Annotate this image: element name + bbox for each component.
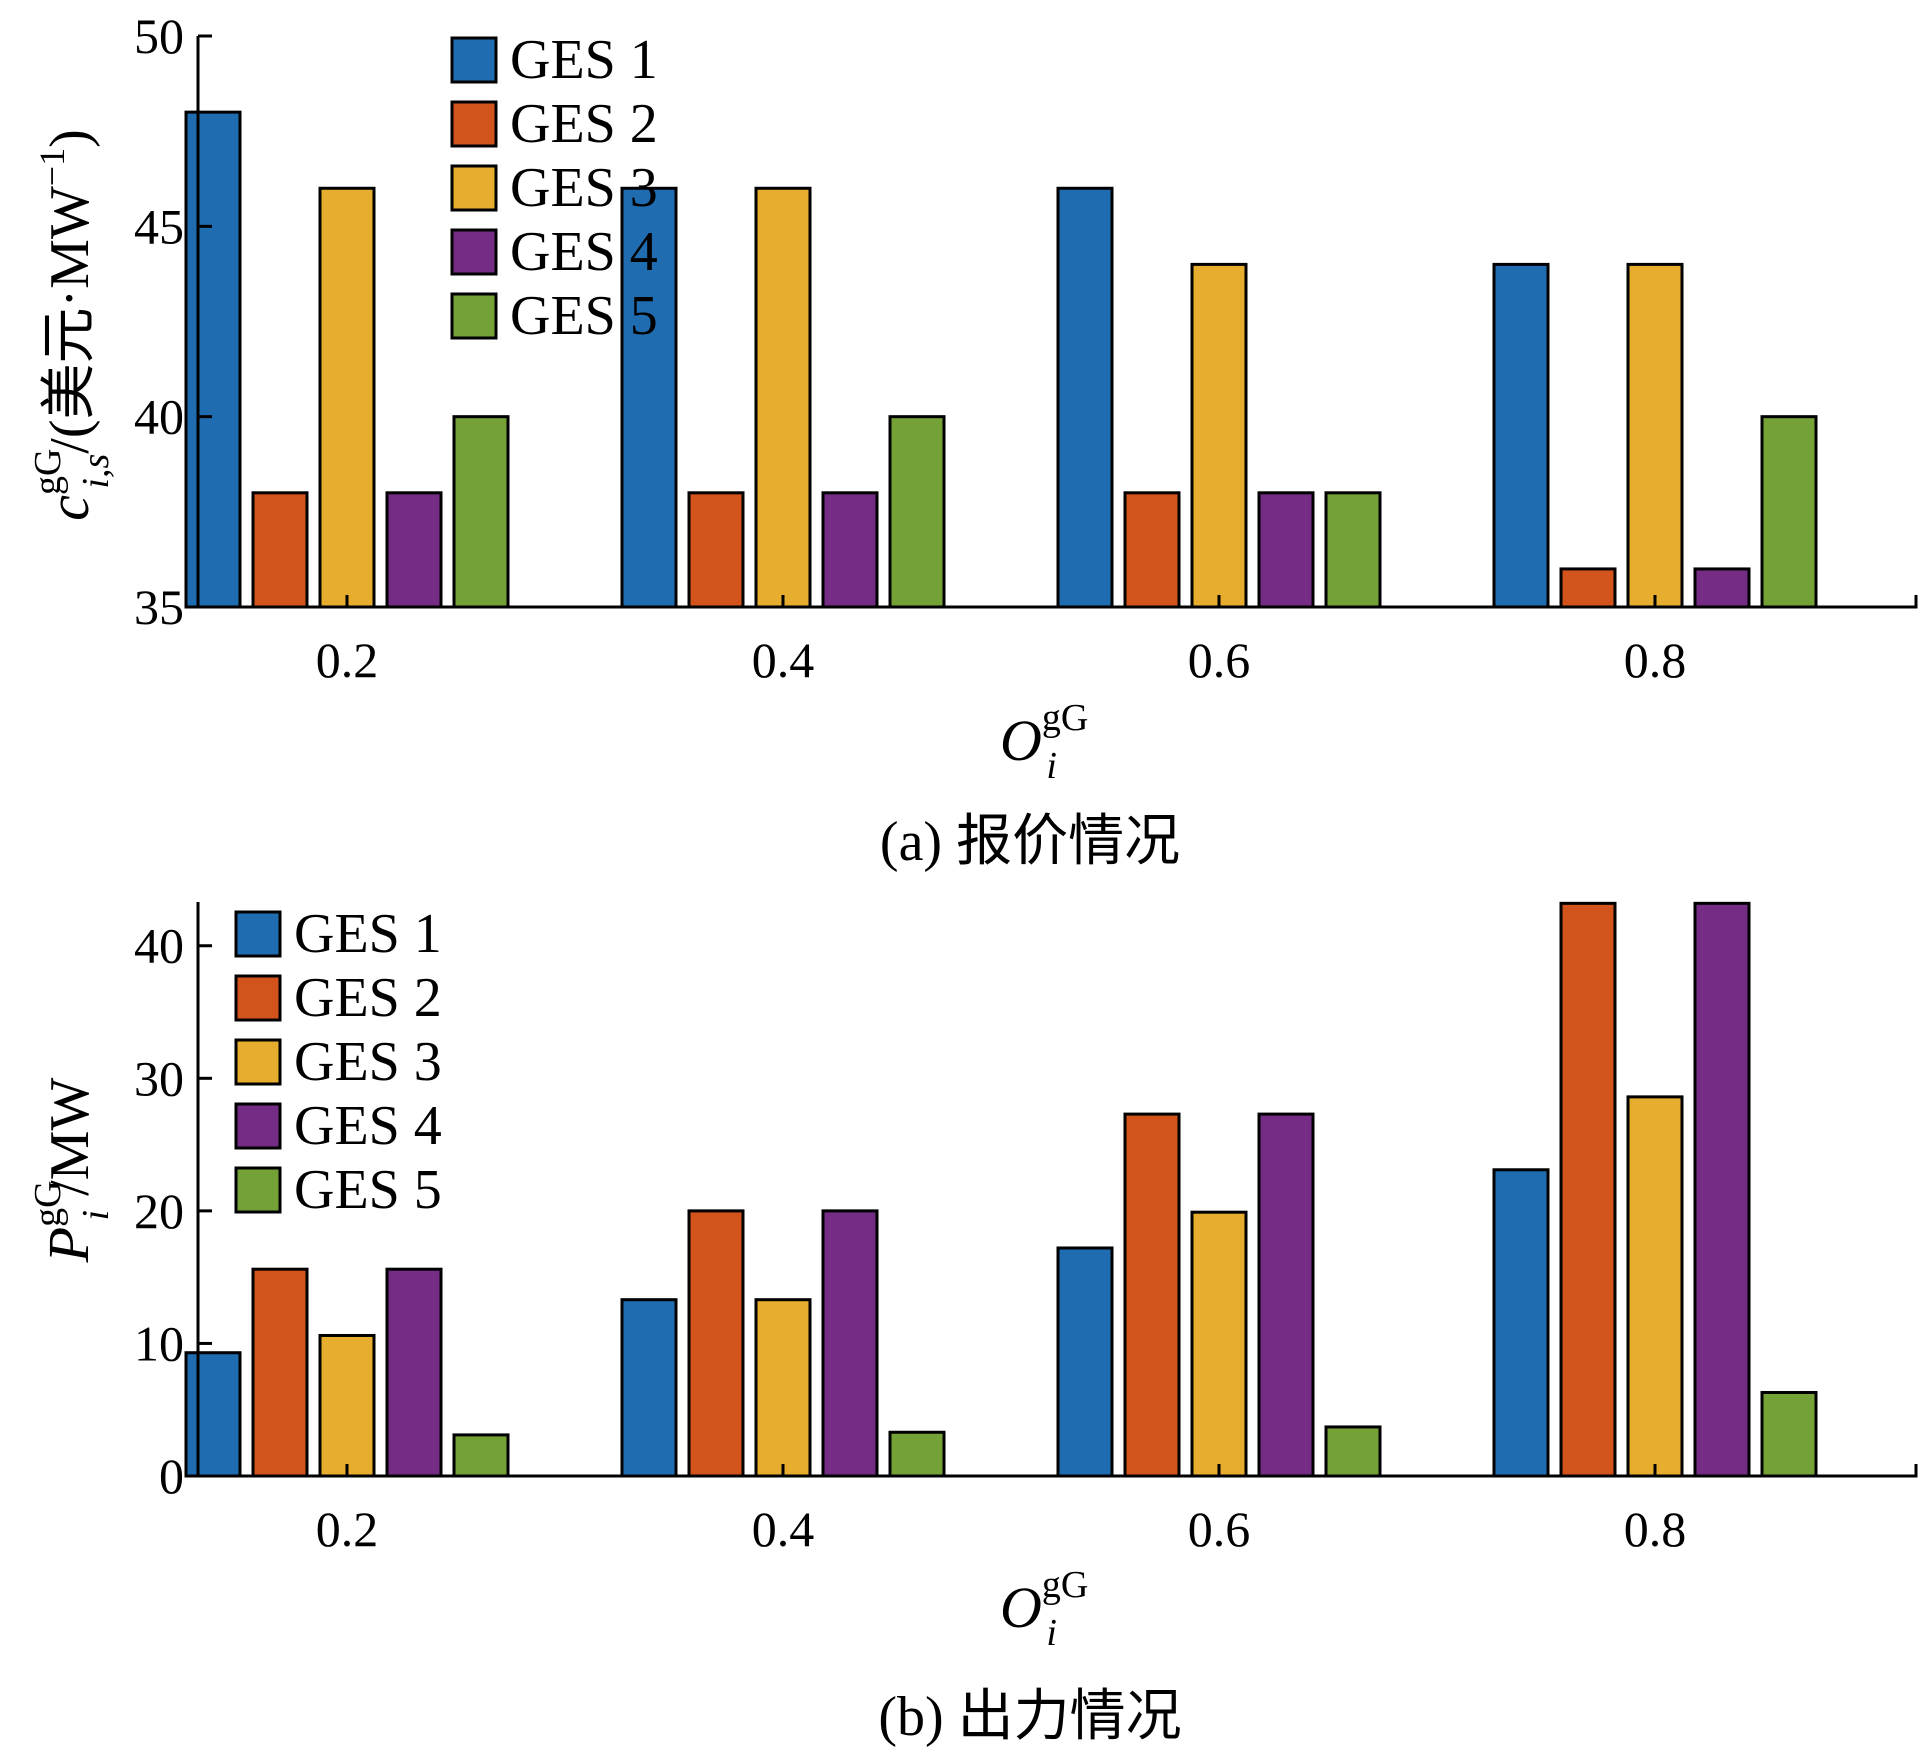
- legend-swatch-ges-1: [234, 910, 282, 958]
- bar-ges-3-0.8: [1626, 262, 1684, 609]
- legend-label-ges-5: GES 5: [294, 1159, 442, 1221]
- y-tick-label: 40: [134, 389, 184, 445]
- bar-ges-5-0.2: [452, 1433, 510, 1478]
- x-tick-label: 0.4: [752, 1501, 815, 1557]
- bar-ges-1-0.8: [1492, 262, 1550, 609]
- panel-a-caption: (a) 报价情况: [880, 811, 1180, 873]
- bar-ges-5-0.8: [1760, 1390, 1818, 1478]
- legend-swatch-ges-2: [450, 100, 498, 148]
- panel-b-caption: (b) 出力情况: [878, 1686, 1181, 1748]
- bar-ges-2-0.2: [251, 1267, 309, 1478]
- bar-ges-5-0.6: [1324, 1425, 1382, 1478]
- x-tick-label: 0.4: [752, 632, 815, 688]
- legend-label-ges-2: GES 2: [294, 967, 442, 1029]
- panel-a-y-label: cgG i,s/(美元·MW−1): [27, 129, 117, 521]
- y-tick-label: 35: [134, 579, 184, 635]
- bar-ges-5-0.8: [1760, 415, 1818, 609]
- bar-ges-1-0.6: [1056, 1246, 1114, 1478]
- bar-ges-1-0.2: [184, 1351, 242, 1478]
- bar-ges-1-0.6: [1056, 186, 1114, 609]
- bar-ges-3-0.6: [1190, 262, 1248, 609]
- panel-a-axes: [196, 36, 1918, 609]
- legend-swatch-ges-1: [450, 36, 498, 84]
- panel-b-y-ticks: 0 10 20 30 40: [134, 918, 212, 1504]
- bar-ges-2-0.6: [1123, 491, 1181, 609]
- bar-ges-2-0.2: [251, 491, 309, 609]
- bar-ges-3-0.6: [1190, 1210, 1248, 1478]
- bar-ges-4-0.6: [1257, 491, 1315, 609]
- bar-ges-1-0.4: [620, 1298, 678, 1478]
- bar-ges-5-0.2: [452, 415, 510, 609]
- bar-ges-3-0.4: [754, 186, 812, 609]
- bar-ges-5-0.6: [1324, 491, 1382, 609]
- legend-label-ges-4: GES 4: [510, 221, 658, 283]
- bar-ges-4-0.8: [1693, 567, 1751, 609]
- legend-label-ges-4: GES 4: [294, 1095, 442, 1157]
- legend-swatch-ges-2: [234, 974, 282, 1022]
- x-tick-label: 0.8: [1624, 632, 1687, 688]
- bar-ges-3-0.4: [754, 1298, 812, 1478]
- y-tick-label: 0: [159, 1448, 184, 1504]
- panel-a-y-ticks: 35 40 45 50: [134, 8, 212, 635]
- panel-a-x-ticks: 0.2 0.4 0.6 0.8: [316, 595, 1687, 688]
- x-tick-label: 0.8: [1624, 1501, 1687, 1557]
- bar-ges-3-0.2: [318, 186, 376, 609]
- legend-swatch-ges-3: [450, 164, 498, 212]
- bar-ges-2-0.8: [1559, 567, 1617, 609]
- bar-ges-3-0.2: [318, 1333, 376, 1478]
- bar-ges-4-0.2: [385, 1267, 443, 1478]
- x-tick-label: 0.2: [316, 632, 379, 688]
- legend-swatch-ges-4: [450, 228, 498, 276]
- y-tick-label: 30: [134, 1050, 184, 1106]
- bar-ges-3-0.8: [1626, 1095, 1684, 1478]
- panel-a: 35 40 45 50 0.2 0.4 0.6 0.8 cgG i,s/(美元·MW−1) O…: [27, 8, 1918, 873]
- legend-swatch-ges-5: [234, 1166, 282, 1214]
- panel-b-y-label: PgG i/MW: [27, 1078, 117, 1264]
- legend-label-ges-2: GES 2: [510, 93, 658, 155]
- legend-label-ges-5: GES 5: [510, 285, 658, 347]
- panel-a-x-label: OgG i: [1000, 697, 1088, 787]
- bar-ges-1-0.4: [620, 186, 678, 609]
- legend-swatch-ges-5: [450, 292, 498, 340]
- y-tick-label: 40: [134, 918, 184, 974]
- legend-label-ges-1: GES 1: [510, 29, 658, 91]
- bar-ges-4-0.4: [821, 491, 879, 609]
- panel-b-bars: [184, 901, 1818, 1478]
- panel-b-x-ticks: 0.2 0.4 0.6 0.8: [316, 1464, 1687, 1557]
- panel-b-axes: [196, 902, 1918, 1478]
- legend-label-ges-3: GES 3: [510, 157, 658, 219]
- bar-ges-1-0.2: [184, 110, 242, 609]
- bar-ges-4-0.2: [385, 491, 443, 609]
- bar-ges-5-0.4: [888, 415, 946, 609]
- panel-b-x-label: OgG i: [1000, 1564, 1088, 1654]
- bar-ges-2-0.4: [687, 491, 745, 609]
- bar-ges-2-0.4: [687, 1209, 745, 1478]
- x-tick-label: 0.6: [1188, 632, 1251, 688]
- legend-label-ges-1: GES 1: [294, 903, 442, 965]
- bar-ges-4-0.4: [821, 1209, 879, 1478]
- legend-swatch-ges-4: [234, 1102, 282, 1150]
- y-tick-label: 45: [134, 198, 184, 254]
- y-tick-label: 20: [134, 1183, 184, 1239]
- panel-a-bars: [184, 110, 1818, 609]
- legend-label-ges-3: GES 3: [294, 1031, 442, 1093]
- bar-ges-2-0.8: [1559, 901, 1617, 1478]
- y-tick-label: 50: [134, 8, 184, 64]
- x-tick-label: 0.2: [316, 1501, 379, 1557]
- x-tick-label: 0.6: [1188, 1501, 1251, 1557]
- bar-ges-4-0.6: [1257, 1112, 1315, 1478]
- bar-ges-5-0.4: [888, 1430, 946, 1478]
- bar-ges-4-0.8: [1693, 901, 1751, 1478]
- panel-b: 0 10 20 30 40 0.2 0.4 0.6 0.8 PgG i/MW OgG i (b) …: [27, 901, 1918, 1748]
- bar-ges-2-0.6: [1123, 1112, 1181, 1478]
- y-tick-label: 10: [134, 1315, 184, 1371]
- legend-swatch-ges-3: [234, 1038, 282, 1086]
- bar-ges-1-0.8: [1492, 1168, 1550, 1478]
